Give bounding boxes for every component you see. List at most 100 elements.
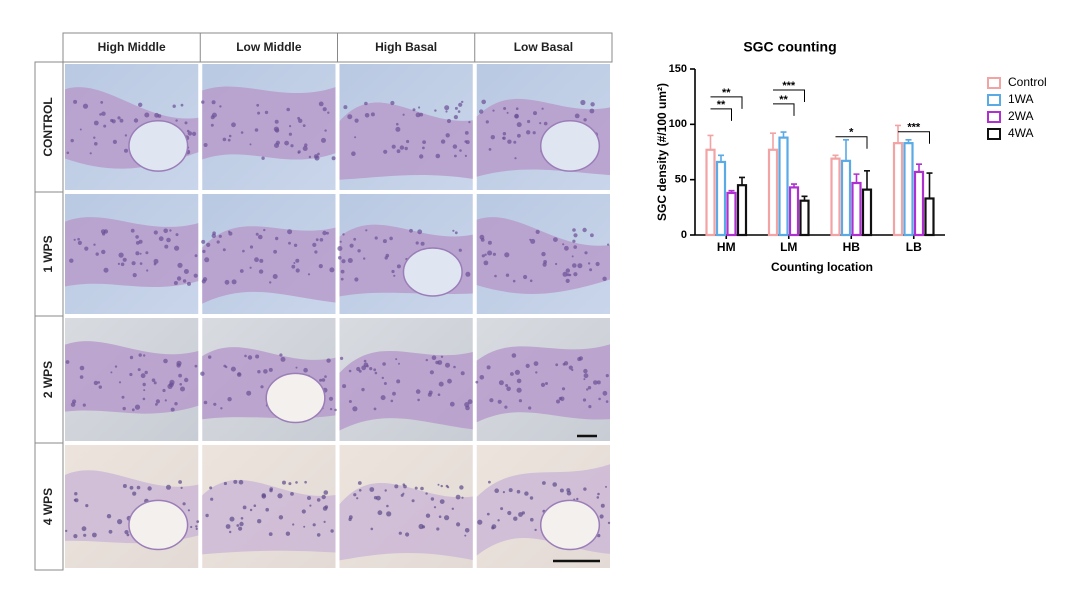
nucleus [124,148,128,153]
nucleus [453,115,458,120]
nucleus [93,136,96,139]
micrograph [202,445,336,568]
nucleus [103,267,109,273]
nucleus [574,113,580,119]
nucleus [508,488,513,493]
nucleus [230,366,236,372]
nucleus [599,514,604,519]
nucleus [588,405,592,409]
nucleus [409,228,413,233]
significance-bracket [773,89,805,102]
row-label: 2 WPS [41,361,55,398]
nucleus [596,380,601,385]
nucleus [445,362,450,368]
nucleus [459,485,464,490]
nucleus [137,368,141,372]
nucleus [233,479,238,484]
nucleus [301,509,306,514]
nucleus [340,269,345,274]
nucleus [533,361,539,366]
y-tick-label: 50 [675,174,687,186]
nucleus [186,129,190,133]
nucleus [204,257,210,263]
nucleus [136,485,141,490]
nucleus [208,355,212,359]
nucleus [178,373,183,378]
nucleus [108,529,113,534]
nucleus [595,261,600,267]
nucleus [238,479,244,485]
nucleus [516,387,522,393]
nucleus [275,140,280,145]
nucleus [607,243,610,246]
nucleus [361,387,365,392]
nucleus [129,485,134,490]
significance-label: *** [907,122,921,134]
significance-label: ** [717,99,726,111]
nucleus [607,521,611,525]
nucleus [84,246,89,251]
nucleus [490,135,495,140]
nucleus [418,523,424,530]
nucleus [605,374,609,378]
nucleus [285,531,291,536]
nucleus [175,233,179,237]
nucleus [278,515,284,520]
micrograph [65,445,200,568]
micrograph-grid: High Middle Low Middle High Basal Low Basal… [34,32,613,571]
nucleus [277,493,283,499]
nucleus [486,365,491,370]
nucleus [412,108,416,112]
column-label: High Basal [375,40,437,54]
nucleus [403,484,407,489]
nucleus [178,480,183,484]
nucleus [201,279,206,284]
nucleus [218,234,222,238]
nucleus [291,264,296,269]
bar [726,191,737,237]
nucleus [390,100,395,106]
nucleus [143,389,146,392]
nucleus [242,505,247,510]
micrograph [65,64,199,190]
nucleus [497,519,500,522]
error-bar [718,154,724,162]
nucleus [458,248,462,252]
nucleus [452,229,455,232]
nucleus [200,371,205,376]
nucleus [153,230,158,235]
micrograph [475,318,610,441]
significance-label: * [849,127,854,139]
nucleus [521,511,525,515]
nucleus [583,118,587,122]
nucleus [154,112,160,118]
nucleus [415,112,421,118]
nucleus [374,236,378,240]
tissue [65,217,199,288]
nucleus [352,406,358,412]
nucleus [318,101,324,107]
nucleus [124,530,129,535]
nucleus [510,372,514,376]
nucleus [324,375,327,378]
nucleus [273,249,277,254]
bar [861,188,873,237]
nucleus [456,522,461,527]
x-tick-label: LM [780,240,797,254]
nucleus [317,152,320,156]
nucleus [373,496,378,500]
legend-swatch [987,111,1001,123]
nucleus [93,243,96,246]
nucleus [323,520,326,524]
nucleus [347,258,353,263]
nucleus [516,489,521,494]
nucleus [504,405,508,409]
nucleus [166,237,171,243]
nucleus [364,101,368,106]
nucleus [118,252,124,258]
nucleus [302,146,308,151]
nucleus [237,372,241,376]
nucleus [529,496,534,500]
micrograph [339,64,473,190]
nucleus [506,111,509,114]
